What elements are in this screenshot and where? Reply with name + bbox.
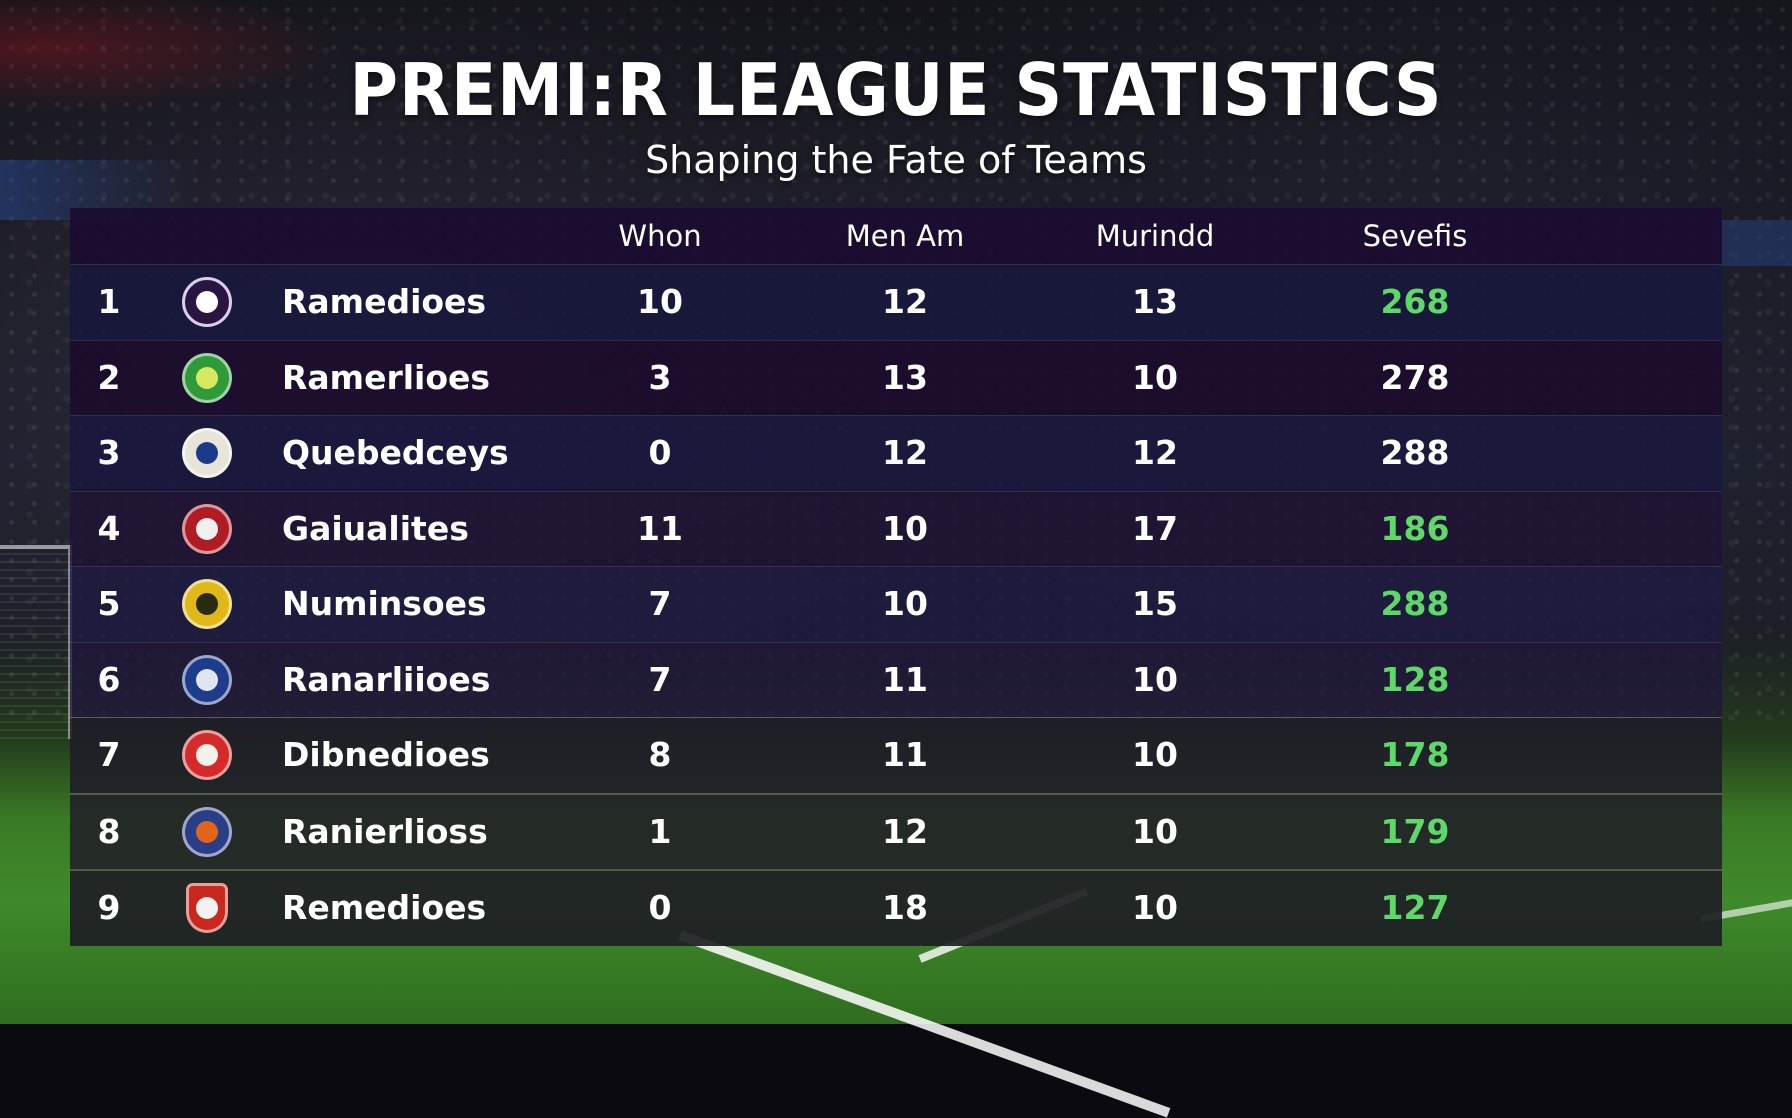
stadium-light-glow	[0, 0, 400, 120]
page-subtitle: Shaping the Fate of Teams	[645, 138, 1147, 182]
murindd-cell: 13	[1132, 282, 1178, 321]
table-header: Whon Men Am Murindd Sevefis	[70, 208, 1722, 264]
whon-cell: 7	[648, 659, 672, 699]
table-row[interactable]: 5 Numinsoes 7 10 15 288	[70, 566, 1722, 642]
table-row[interactable]: 3 Quebedceys 0 12 12 288	[70, 415, 1722, 491]
murindd-cell: 10	[1132, 659, 1178, 699]
navy-round-crest-icon	[182, 654, 232, 705]
red-round-crest-icon	[182, 503, 232, 554]
badge-emblem	[196, 668, 218, 691]
team-name-cell: Ranarliioes	[282, 659, 491, 699]
team-name-cell: Quebedceys	[282, 433, 509, 472]
team-name-cell: Remedioes	[282, 888, 487, 927]
men-am-cell: 11	[882, 659, 928, 699]
rank-cell: 5	[97, 584, 121, 623]
badge-emblem	[196, 442, 218, 464]
sevefis-cell: 179	[1380, 811, 1450, 851]
murindd-cell: 10	[1132, 735, 1178, 774]
whon-cell: 3	[648, 357, 672, 397]
badge-emblem	[196, 517, 218, 540]
blue-white-crest-icon	[182, 428, 232, 478]
murindd-cell: 10	[1132, 357, 1178, 397]
sevefis-cell: 288	[1380, 433, 1450, 472]
team-name-cell: Dibnedioes	[282, 735, 490, 774]
yellow-round-crest-icon	[182, 579, 232, 629]
whon-cell: 7	[648, 584, 672, 623]
rank-cell: 3	[97, 433, 121, 472]
sevefis-cell: 278	[1380, 357, 1450, 397]
red-white-crest-icon	[182, 730, 232, 780]
table-row[interactable]: 1 Ramedioes 10 12 13 268	[70, 264, 1722, 340]
column-header-men-am[interactable]: Men Am	[845, 219, 965, 253]
rank-cell: 9	[97, 888, 121, 927]
table-row[interactable]: 2 Ramerlioes 3 13 10 278	[70, 339, 1722, 415]
team-name-cell: Ramerlioes	[282, 357, 491, 397]
table-row[interactable]: 4 Gaiualites 11 10 17 186	[70, 490, 1722, 566]
green-round-crest-icon	[182, 352, 232, 403]
rank-cell: 7	[97, 735, 121, 774]
whon-cell: 11	[637, 508, 683, 548]
page-title: PREMI:R LEAGUE STATISTICS	[349, 48, 1443, 132]
badge-emblem	[196, 820, 218, 843]
rank-cell: 8	[97, 811, 121, 851]
sevefis-cell: 288	[1380, 584, 1450, 623]
column-header-murindd[interactable]: Murindd	[1095, 219, 1215, 253]
murindd-cell: 10	[1132, 811, 1178, 851]
rank-cell: 6	[97, 659, 121, 699]
team-name-cell: Ramedioes	[282, 282, 487, 321]
murindd-cell: 17	[1132, 508, 1178, 548]
sevefis-cell: 127	[1380, 888, 1450, 927]
men-am-cell: 12	[882, 811, 928, 851]
whon-cell: 8	[648, 735, 672, 774]
murindd-cell: 12	[1132, 433, 1178, 472]
rank-cell: 1	[97, 282, 121, 321]
whon-cell: 1	[648, 811, 672, 851]
badge-emblem	[196, 291, 218, 313]
rank-cell: 4	[97, 508, 121, 548]
badge-emblem	[196, 593, 218, 615]
whon-cell: 0	[648, 433, 672, 472]
team-name-cell: Ranierlioss	[282, 811, 488, 851]
badge-emblem	[196, 897, 218, 919]
advertising-board-right	[1712, 220, 1792, 266]
sevefis-cell: 186	[1380, 508, 1450, 548]
table-row[interactable]: 9 Remedioes 0 18 10 127	[70, 869, 1722, 946]
sevefis-cell: 178	[1380, 735, 1450, 774]
murindd-cell: 15	[1132, 584, 1178, 623]
team-name-cell: Numinsoes	[282, 584, 487, 623]
goal-net	[0, 545, 72, 739]
blue-orange-crest-icon	[182, 806, 232, 857]
whon-cell: 0	[648, 888, 672, 927]
league-table: Whon Men Am Murindd Sevefis 1 Ramedioes …	[70, 208, 1722, 946]
men-am-cell: 10	[882, 508, 928, 548]
badge-emblem	[196, 744, 218, 766]
men-am-cell: 11	[882, 735, 928, 774]
whon-cell: 10	[637, 282, 683, 321]
red-shield-crest-icon	[186, 883, 228, 933]
men-am-cell: 18	[882, 888, 928, 927]
badge-emblem	[196, 366, 218, 389]
rank-cell: 2	[97, 357, 121, 397]
men-am-cell: 10	[882, 584, 928, 623]
table-row[interactable]: 7 Dibnedioes 8 11 10 178	[70, 717, 1722, 793]
men-am-cell: 12	[882, 282, 928, 321]
table-row[interactable]: 6 Ranarliioes 7 11 10 128	[70, 641, 1722, 717]
column-header-whon[interactable]: Whon	[618, 219, 702, 253]
table-row[interactable]: 8 Ranierlioss 1 12 10 179	[70, 792, 1722, 869]
team-name-cell: Gaiualites	[282, 508, 469, 548]
sevefis-cell: 128	[1380, 659, 1450, 699]
men-am-cell: 13	[882, 357, 928, 397]
table-body: 1 Ramedioes 10 12 13 268 2 Ramerlioes 3 …	[70, 264, 1722, 946]
lion-crest-icon	[182, 277, 232, 327]
murindd-cell: 10	[1132, 888, 1178, 927]
men-am-cell: 12	[882, 433, 928, 472]
sevefis-cell: 268	[1380, 282, 1450, 321]
column-header-sevefis[interactable]: Sevefis	[1362, 219, 1468, 253]
